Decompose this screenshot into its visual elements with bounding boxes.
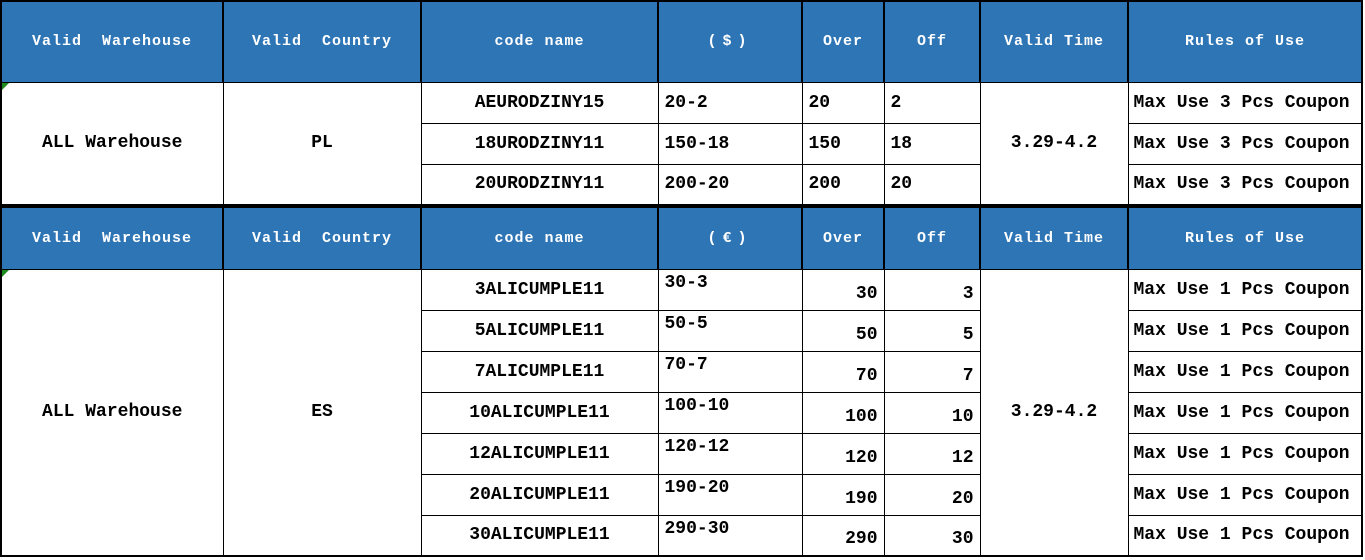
- table-row: ALL Warehouse PL AEURODZINY15 20-2 20 2 …: [0, 81, 1363, 206]
- cell-off: 3: [883, 268, 981, 311]
- table-row: 20URODZINY11 200-20 200 20 Max Use 3 Pcs…: [1, 163, 1363, 206]
- cell-over: 30: [801, 268, 885, 311]
- cell-code: 20ALICUMPLE11: [420, 473, 659, 516]
- col-header-valid-country: Valid Country: [222, 206, 422, 270]
- table-row: 7ALICUMPLE11 70-7 70 7 Max Use 1 Pcs Cou…: [1, 350, 1363, 393]
- table-row: 18URODZINY11 150-18 150 18 Max Use 3 Pcs…: [1, 122, 1363, 165]
- cell-over: 200: [801, 163, 885, 206]
- table-row: 30ALICUMPLE11 290-30 290 30 Max Use 1 Pc…: [1, 514, 1363, 557]
- cell-valid-time: 3.29-4.2: [979, 268, 1129, 557]
- cell-code: 5ALICUMPLE11: [420, 309, 659, 352]
- cell-rules: Max Use 3 Pcs Coupon: [1127, 163, 1363, 206]
- cell-amount: 70-7: [657, 350, 803, 393]
- cell-off: 10: [883, 391, 981, 434]
- col-header-rules: Rules of Use: [1127, 0, 1363, 83]
- cell-corner-marker-icon: [2, 83, 9, 90]
- cell-amount: 20-2: [657, 81, 803, 124]
- cell-rules: Max Use 1 Pcs Coupon: [1127, 309, 1363, 352]
- table-row: ALL Warehouse ES 3ALICUMPLE11 30-3 30 3 …: [0, 268, 1363, 557]
- col-header-over: Over: [801, 206, 885, 270]
- cell-rules: Max Use 1 Pcs Coupon: [1127, 268, 1363, 311]
- col-header-code-name: code name: [420, 0, 659, 83]
- col-header-code-name: code name: [420, 206, 659, 270]
- cell-amount: 100-10: [657, 391, 803, 434]
- cell-off: 30: [883, 514, 981, 557]
- cell-rules: Max Use 1 Pcs Coupon: [1127, 432, 1363, 475]
- cell-over: 20: [801, 81, 885, 124]
- cell-amount: 120-12: [657, 432, 803, 475]
- cell-over: 150: [801, 122, 885, 165]
- cell-code: 20URODZINY11: [420, 163, 659, 206]
- cell-code: 12ALICUMPLE11: [420, 432, 659, 475]
- cell-over: 290: [801, 514, 885, 557]
- cell-amount: 50-5: [657, 309, 803, 352]
- col-header-valid-time: Valid Time: [979, 0, 1129, 83]
- cell-off: 20: [883, 473, 981, 516]
- cell-off: 7: [883, 350, 981, 393]
- cell-off: 20: [883, 163, 981, 206]
- cell-over: 70: [801, 350, 885, 393]
- cell-rules: Max Use 1 Pcs Coupon: [1127, 514, 1363, 557]
- header-row-eur: Valid Warehouse Valid Country code name …: [0, 206, 1363, 270]
- cell-amount: 150-18: [657, 122, 803, 165]
- cell-off: 5: [883, 309, 981, 352]
- coupon-table-usd: Valid Warehouse Valid Country code name …: [0, 0, 1363, 206]
- cell-corner-marker-icon: [2, 270, 9, 277]
- cell-off: 12: [883, 432, 981, 475]
- cell-warehouse: ALL Warehouse: [0, 268, 224, 557]
- cell-amount: 290-30: [657, 514, 803, 557]
- cell-code: 10ALICUMPLE11: [420, 391, 659, 434]
- cell-rules: Max Use 3 Pcs Coupon: [1127, 81, 1363, 124]
- cell-over: 120: [801, 432, 885, 475]
- cell-over: 190: [801, 473, 885, 516]
- cell-rules: Max Use 3 Pcs Coupon: [1127, 122, 1363, 165]
- cell-rules: Max Use 1 Pcs Coupon: [1127, 473, 1363, 516]
- col-header-amount-usd: ($): [657, 0, 803, 83]
- cell-code: 18URODZINY11: [420, 122, 659, 165]
- table-row: 20ALICUMPLE11 190-20 190 20 Max Use 1 Pc…: [1, 473, 1363, 516]
- cell-code: 30ALICUMPLE11: [420, 514, 659, 557]
- coupon-table-eur: Valid Warehouse Valid Country code name …: [0, 206, 1363, 557]
- warehouse-label: ALL Warehouse: [42, 402, 183, 423]
- warehouse-label: ALL Warehouse: [42, 133, 183, 154]
- cell-off: 18: [883, 122, 981, 165]
- cell-over: 100: [801, 391, 885, 434]
- col-header-valid-time: Valid Time: [979, 206, 1129, 270]
- cell-rules: Max Use 1 Pcs Coupon: [1127, 391, 1363, 434]
- header-row-usd: Valid Warehouse Valid Country code name …: [0, 0, 1363, 83]
- cell-code: AEURODZINY15: [420, 81, 659, 124]
- col-header-off: Off: [883, 0, 981, 83]
- cell-code: 3ALICUMPLE11: [420, 268, 659, 311]
- cell-off: 2: [883, 81, 981, 124]
- cell-valid-time: 3.29-4.2: [979, 81, 1129, 206]
- col-header-amount-eur: (€): [657, 206, 803, 270]
- cell-amount: 200-20: [657, 163, 803, 206]
- table-row: 12ALICUMPLE11 120-12 120 12 Max Use 1 Pc…: [1, 432, 1363, 475]
- col-header-rules: Rules of Use: [1127, 206, 1363, 270]
- cell-rules: Max Use 1 Pcs Coupon: [1127, 350, 1363, 393]
- cell-country: PL: [222, 81, 422, 206]
- cell-amount: 190-20: [657, 473, 803, 516]
- col-header-off: Off: [883, 206, 981, 270]
- col-header-valid-warehouse: Valid Warehouse: [0, 206, 224, 270]
- col-header-valid-warehouse: Valid Warehouse: [0, 0, 224, 83]
- cell-code: 7ALICUMPLE11: [420, 350, 659, 393]
- cell-over: 50: [801, 309, 885, 352]
- cell-country: ES: [222, 268, 422, 557]
- cell-warehouse: ALL Warehouse: [0, 81, 224, 206]
- cell-amount: 30-3: [657, 268, 803, 311]
- col-header-valid-country: Valid Country: [222, 0, 422, 83]
- col-header-over: Over: [801, 0, 885, 83]
